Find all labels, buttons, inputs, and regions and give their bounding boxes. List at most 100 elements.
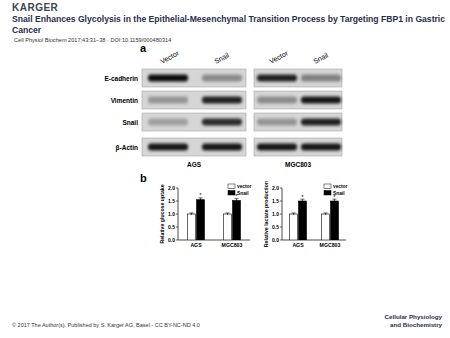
error-bar [190,213,194,215]
lane-label: Snail [213,51,230,65]
panel-a: a Vector Snail Vector Snail E-cadherin Vimenti… [104,42,342,168]
legend-label: Snail [237,191,248,196]
y-tick-label: 1.5 [272,198,279,204]
publisher-logo: KARGER [12,2,58,13]
y-tick-label: 0.0 [272,237,279,243]
protein-label: E-cadherin [104,75,138,82]
y-tick [280,240,282,241]
bars [188,198,241,240]
bar [290,214,298,240]
blot-strip [254,113,342,131]
x-tick-label: MGC803 [320,242,341,248]
panel-label: a [140,42,147,54]
protein-label: Vimentin [111,97,138,104]
blot-band [148,119,188,126]
panel-label: b [140,172,147,184]
legend-swatch [324,191,331,196]
blot-strip [142,69,246,87]
error-bar [301,199,305,203]
y-tick-label: 1.0 [272,211,279,217]
blot-band [301,144,341,151]
citation: Cell Physiol Biochem 2017;43:31–38 · DOI… [14,37,171,43]
bar [322,214,330,240]
legend-label: Snail [333,191,344,196]
protein-label: Snail [122,119,138,126]
bar [224,214,232,240]
blot-band [301,97,341,104]
blot-band [202,97,242,104]
blot-band [202,75,242,82]
y-tick-label: 1.5 [168,198,175,204]
copyright: © 2017 The Author(s). Published by S. Ka… [12,322,200,328]
blot-band [257,75,297,82]
y-tick [176,240,178,241]
bar [197,200,205,240]
blot-strip [254,91,342,109]
lane-label: Vector [268,49,289,65]
error-bar [333,199,337,203]
legend-swatch [228,191,235,196]
blot-strip [142,113,246,131]
cell-line-label: MGC803 [285,161,311,168]
lane-label: Vector [159,49,180,65]
y-tick [280,214,282,215]
y-tick-label: 2.0 [272,185,279,191]
y-tick [176,188,178,189]
y-tick-label: 2.0 [168,185,175,191]
significance-mark: * [301,194,304,200]
slide-title: Snail Enhances Glycolysis in the Epithel… [12,14,450,35]
y-tick [176,201,178,202]
error-bar [226,213,230,215]
bar [331,201,339,240]
journal-name-line: Cellular Physiology [378,313,442,321]
x-tick-label: AGS [190,242,202,248]
bar-chart: 0.0 0.5 1.0 1.5 2.0Relative lactate producti… [263,181,348,248]
journal-name-line: and Biochemistry [378,321,442,329]
error-bar [324,213,328,215]
blot-band [148,144,188,151]
error-bar [292,213,296,215]
blot-band [257,144,297,151]
bar [233,200,241,240]
legend-label: vector [237,184,252,189]
x-tick-label: MGC803 [222,242,243,248]
y-tick [280,188,282,189]
blot-band [148,97,188,104]
y-tick-label: 0.5 [168,224,175,230]
journal-logo: Cellular Physiologyand Biochemistry [378,313,442,328]
bar-chart: 0.0 0.5 1.0 1.5 2.0Relative glucose uptake AG… [159,184,252,248]
y-tick-label: 0.0 [168,237,175,243]
blot-strip [254,69,342,87]
y-axis-label: Relative lactate production [263,181,269,247]
blot-band [301,75,341,82]
lane-label: Snail [312,51,329,65]
legend-label: vector [333,184,348,189]
bar [299,201,307,240]
protein-label: β-Actin [116,144,138,152]
y-tick [280,227,282,228]
legend-swatch [228,184,235,189]
blot-strip [254,138,342,156]
error-bar [199,198,203,202]
y-tick-label: 1.0 [168,211,175,217]
blot-band [257,97,297,104]
bar [188,214,196,240]
blot-band [148,75,188,82]
legend-swatch [324,184,331,189]
y-axis-label: Relative glucose uptake [159,184,165,243]
x-tick-label: AGS [292,242,304,248]
blot-band [202,144,242,151]
cell-line-label: AGS [187,161,202,168]
bars [290,199,339,240]
significance-mark: * [199,192,202,198]
blot-band [202,119,242,126]
y-tick-label: 0.5 [272,224,279,230]
y-tick [280,201,282,202]
blot-band [257,119,297,126]
blot-strip [142,138,246,156]
blot-band [301,119,341,126]
y-tick [176,214,178,215]
error-bar [235,199,239,203]
blot-strip [142,91,246,109]
y-tick [176,227,178,228]
